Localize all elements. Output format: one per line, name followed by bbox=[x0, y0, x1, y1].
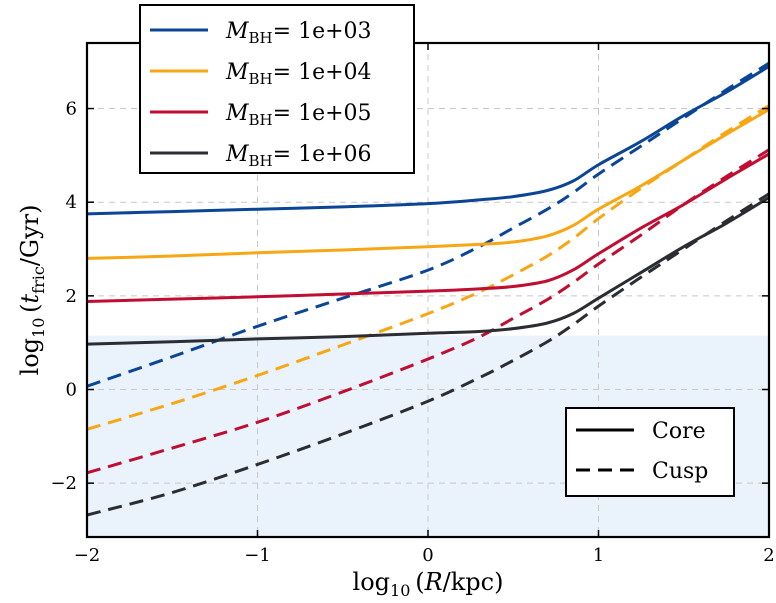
x-axis-label-var: R bbox=[424, 568, 443, 596]
legend-series-label: MBH= 1e+04 bbox=[225, 60, 372, 88]
legend-series-value: = 1e+03 bbox=[273, 19, 372, 44]
legend-series-label: MBH= 1e+03 bbox=[225, 19, 372, 47]
y-axis-label-sub: fric bbox=[29, 266, 48, 294]
x-axis-label: log10 (R/kpc) bbox=[353, 568, 504, 600]
y-tick-label: −2 bbox=[50, 473, 77, 494]
legend-subscript: BH bbox=[249, 70, 273, 88]
x-tick-label: −2 bbox=[74, 545, 101, 566]
x-tick-label: 1 bbox=[593, 545, 604, 566]
legend-series-label: MBH= 1e+05 bbox=[225, 101, 372, 129]
legend-series-value: = 1e+04 bbox=[273, 60, 372, 85]
series-cusp-1e-06 bbox=[87, 192, 769, 517]
legend-profile: Core Cusp bbox=[565, 407, 735, 497]
x-tick-label: 2 bbox=[763, 545, 774, 566]
legend-series-label: MBH= 1e+06 bbox=[225, 142, 372, 170]
series-core-1e-04 bbox=[87, 108, 769, 260]
y-axis-label-log: log bbox=[16, 338, 44, 376]
x-tick-label: −1 bbox=[244, 545, 271, 566]
series-core-1e-05 bbox=[87, 152, 769, 303]
series-core-1e-06 bbox=[87, 196, 769, 346]
y-tick-label: 2 bbox=[66, 286, 77, 307]
legend-symbol: M bbox=[225, 19, 249, 44]
x-axis-label-base: 10 bbox=[390, 581, 410, 600]
x-axis-label-rest: /kpc) bbox=[443, 568, 504, 596]
legend-series-value: = 1e+06 bbox=[273, 142, 372, 167]
y-tick-label: 6 bbox=[66, 99, 77, 120]
legend-series-box bbox=[139, 4, 415, 174]
legend-subscript: BH bbox=[249, 152, 273, 170]
legend-series-value: = 1e+05 bbox=[273, 101, 372, 126]
x-axis-label-open: ( bbox=[410, 568, 424, 596]
legend-profile-box bbox=[565, 407, 735, 497]
legend-profile-label-cusp: Cusp bbox=[652, 459, 708, 484]
legend-symbol: M bbox=[225, 142, 249, 167]
y-tick-label: 4 bbox=[66, 192, 77, 213]
y-axis-label-rest: /Gyr) bbox=[16, 205, 44, 267]
y-axis-label: log10 (tfric/Gyr) bbox=[16, 205, 48, 376]
series-group bbox=[87, 61, 769, 517]
y-tick-label: 0 bbox=[66, 380, 77, 401]
legend-profile-label-core: Core bbox=[652, 419, 706, 444]
x-axis-label-log: log bbox=[353, 568, 391, 596]
series-cusp-1e-03 bbox=[87, 61, 769, 388]
y-axis-label-open: ( bbox=[16, 303, 44, 317]
legend-subscript: BH bbox=[249, 111, 273, 129]
series-layer bbox=[87, 61, 769, 517]
y-axis-label-base: 10 bbox=[29, 318, 48, 338]
legend-symbol: M bbox=[225, 60, 249, 85]
y-axis-label-var: t bbox=[16, 293, 44, 303]
series-core-1e-03 bbox=[87, 65, 769, 216]
legend-symbol: M bbox=[225, 101, 249, 126]
legend-subscript: BH bbox=[249, 29, 273, 47]
x-tick-label: 0 bbox=[422, 545, 433, 566]
